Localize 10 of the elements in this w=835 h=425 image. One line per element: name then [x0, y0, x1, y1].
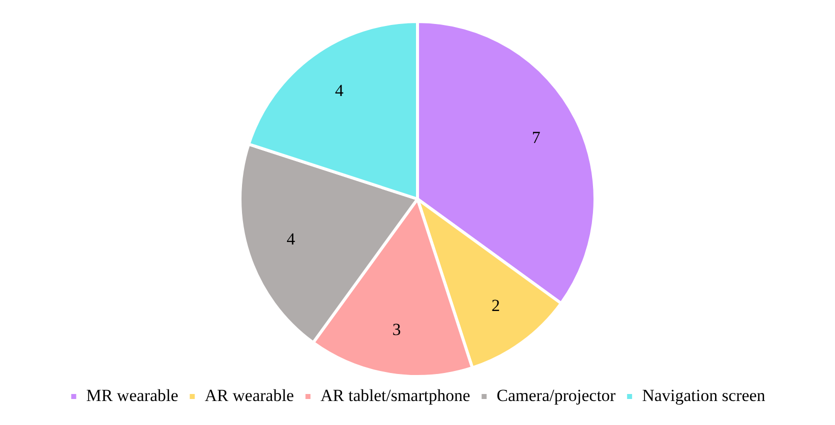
- legend-label: Camera/projector: [496, 386, 616, 405]
- legend-label: MR wearable: [86, 386, 178, 405]
- data-label: 2: [492, 296, 500, 316]
- legend-label: AR tablet/smartphone: [320, 386, 470, 405]
- data-label: 4: [286, 230, 296, 249]
- legend-label: AR wearable: [204, 386, 294, 405]
- data-label: 3: [392, 320, 401, 339]
- legend-label: Navigation screen: [642, 386, 766, 405]
- data-label: 4: [335, 80, 344, 100]
- data-label: 7: [532, 128, 541, 148]
